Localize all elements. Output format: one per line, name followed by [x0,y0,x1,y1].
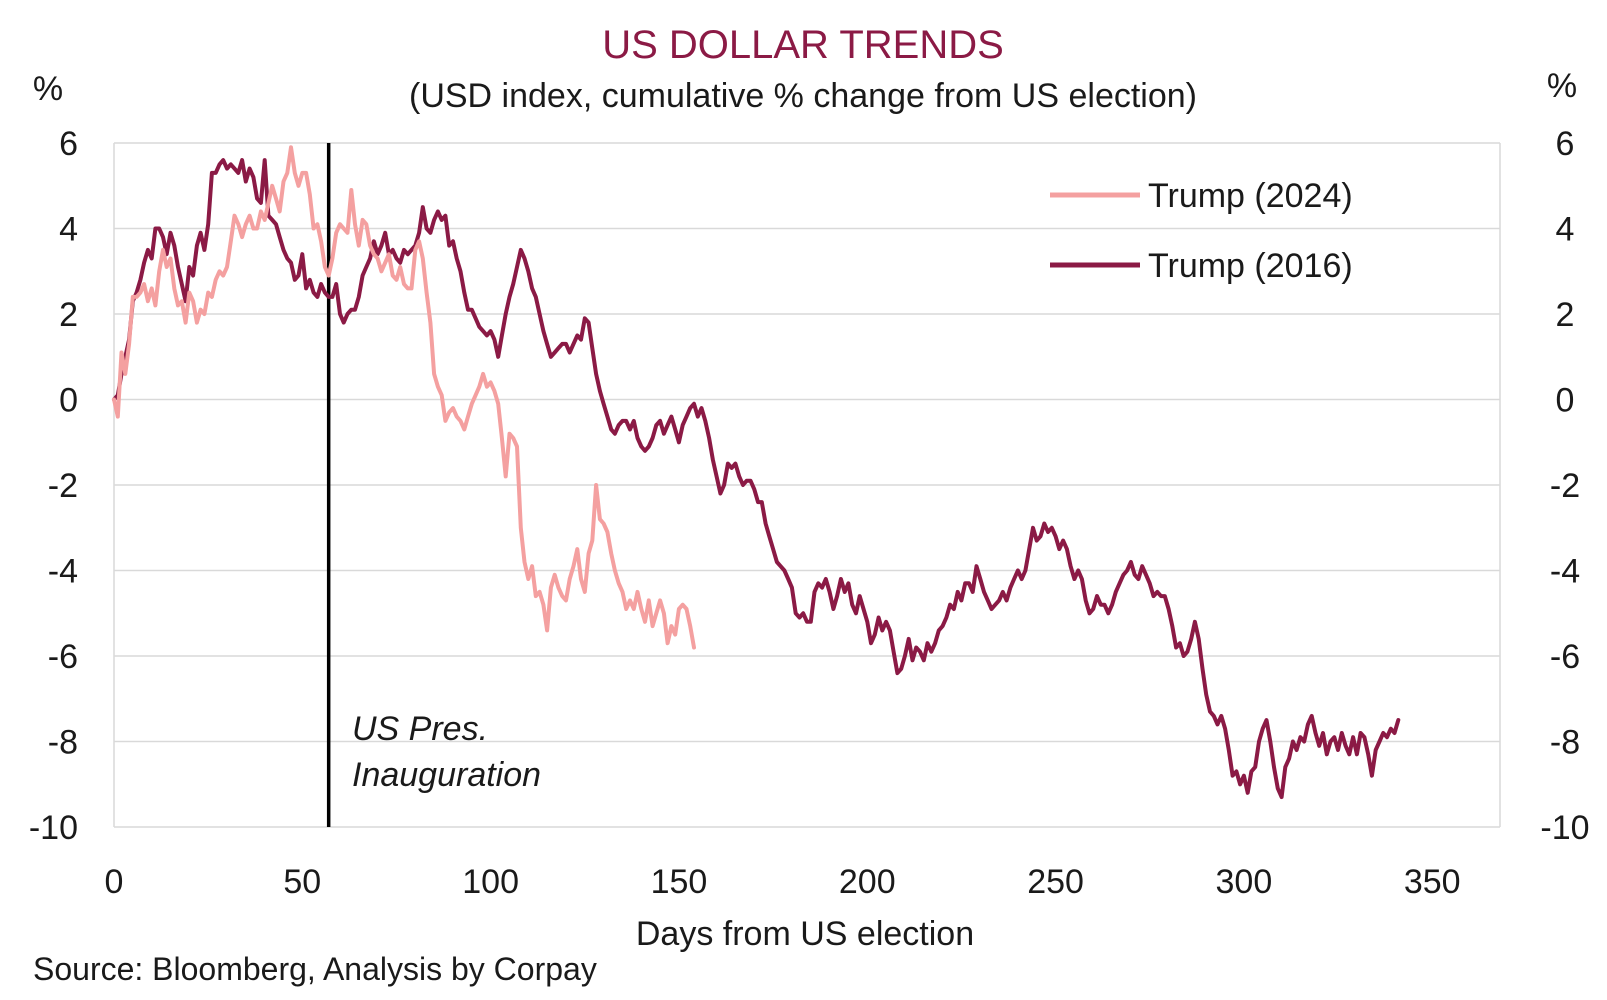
x-tick-label-7: 350 [1404,863,1461,901]
chart-subtitle: (USD index, cumulative % change from US … [409,77,1197,115]
x-tick-label-6: 300 [1216,863,1273,901]
tick-labels: 6 64 42 20 0-2 -2-4 -4-6 -6-8 -8-10 -100 50 100 150 2… [29,125,1590,901]
y-tick-label-left-4: -2 [48,467,78,505]
y-tick-label-right-1: 4 [1556,211,1575,249]
series-line-trump-2016 [112,158,1401,800]
y-tick-label-right-4: -2 [1550,467,1580,505]
annotation-line-2: Inauguration [352,756,541,794]
axes [113,143,1501,827]
x-tick-label-5: 250 [1027,863,1084,901]
x-tick-label-1: 50 [283,863,321,901]
y-axis-unit-left: % [33,70,63,108]
y-tick-label-left-6: -6 [48,638,78,676]
x-axis-label: Days from US election [636,915,974,953]
source-note: Source: Bloomberg, Analysis by Corpay [33,951,597,987]
y-tick-label-left-2: 2 [59,296,78,334]
y-tick-label-right-2: 2 [1556,296,1575,334]
x-tick-label-3: 150 [651,863,708,901]
series [112,145,1401,800]
y-tick-label-left-7: -8 [48,724,78,762]
legend-label-trump-2016: Trump (2016) [1148,247,1353,285]
y-tick-label-right-0: 6 [1556,125,1575,163]
y-tick-label-right-8: -10 [1540,809,1589,847]
x-tick-label-4: 200 [839,863,896,901]
y-tick-label-right-7: -8 [1550,724,1580,762]
legend: Trump (2024) Trump (2016) [1050,177,1353,285]
y-tick-label-right-5: -4 [1550,553,1580,591]
x-tick-label-0: 0 [105,863,124,901]
y-tick-label-left-5: -4 [48,553,78,591]
y-axis-unit-right: % [1547,67,1577,105]
y-tick-label-right-3: 0 [1556,382,1575,420]
y-tick-label-right-6: -6 [1550,638,1580,676]
legend-label-trump-2024: Trump (2024) [1148,177,1353,215]
chart-title: US DOLLAR TRENDS [602,23,1004,67]
y-tick-label-left-8: -10 [29,809,78,847]
annotation-line-1: US Pres. [352,710,488,748]
x-tick-label-2: 100 [462,863,519,901]
y-tick-label-left-1: 4 [59,211,78,249]
series-line-trump-2024 [112,145,696,650]
y-tick-label-left-3: 0 [59,382,78,420]
y-tick-label-left-0: 6 [59,125,78,163]
